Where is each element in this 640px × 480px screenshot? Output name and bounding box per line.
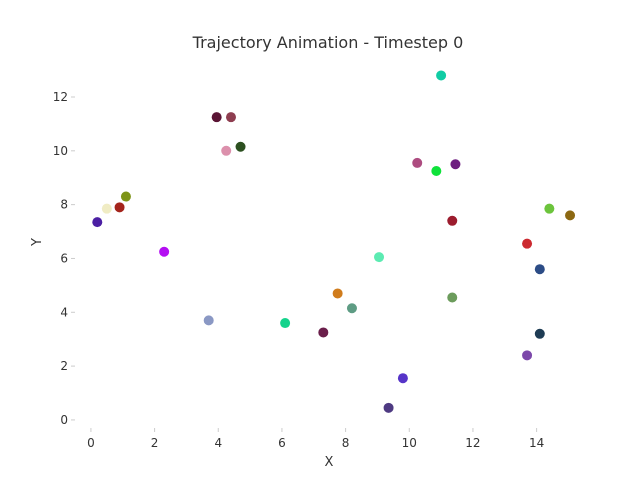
data-point	[346, 303, 357, 314]
data-point	[120, 191, 131, 202]
y-tick-label: 4	[60, 305, 68, 319]
x-tick-label: 10	[402, 436, 417, 450]
data-point	[235, 141, 246, 152]
data-point	[534, 264, 545, 275]
data-point	[114, 202, 125, 213]
y-tick-label: 8	[60, 198, 68, 212]
x-axis: 0 2 4 6 8 10 12 14	[86, 428, 546, 452]
data-point	[280, 318, 291, 329]
y-tick-label: 10	[53, 144, 68, 158]
x-tick-label: 6	[278, 436, 286, 450]
y-axis-label: Y	[30, 238, 45, 247]
data-points	[92, 70, 576, 413]
y-tick-label: 0	[60, 413, 68, 427]
y-tick-label: 2	[60, 359, 68, 373]
data-point	[318, 327, 329, 338]
data-point	[565, 210, 576, 221]
y-tick-label: 12	[53, 90, 68, 104]
data-point	[225, 112, 236, 123]
data-point	[211, 112, 222, 123]
data-point	[447, 292, 458, 303]
x-tick-label: 8	[342, 436, 350, 450]
x-tick-label: 2	[151, 436, 159, 450]
data-point	[522, 238, 533, 249]
x-tick-label: 14	[529, 436, 544, 450]
data-point	[383, 402, 394, 413]
data-point	[221, 145, 232, 156]
x-tick-label: 0	[87, 436, 95, 450]
data-point	[203, 315, 214, 326]
data-point	[447, 215, 458, 226]
x-tick-label: 4	[214, 436, 222, 450]
chart-title: Trajectory Animation - Timestep 0	[192, 33, 464, 52]
data-point	[159, 246, 170, 257]
data-point	[332, 288, 343, 299]
x-tick-label: 12	[465, 436, 480, 450]
data-point	[374, 252, 385, 263]
data-point	[92, 217, 103, 228]
data-point	[412, 157, 423, 168]
data-point	[101, 203, 112, 214]
data-point	[397, 373, 408, 384]
data-point	[534, 328, 545, 339]
y-axis: 0 2 4 6 8 10 12	[51, 88, 75, 428]
data-point	[544, 203, 555, 214]
x-axis-label: X	[325, 455, 334, 470]
data-point	[431, 165, 442, 176]
data-point	[450, 159, 461, 170]
data-point	[522, 350, 533, 361]
y-tick-label: 6	[60, 251, 68, 265]
data-point	[436, 70, 447, 81]
